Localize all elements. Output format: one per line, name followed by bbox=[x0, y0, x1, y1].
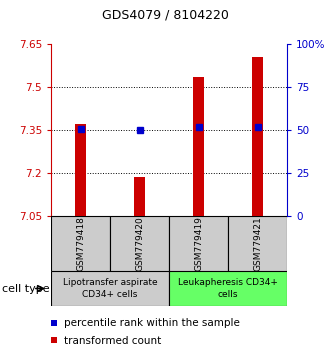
Text: GSM779419: GSM779419 bbox=[194, 216, 203, 271]
Bar bbox=[51, 271, 169, 306]
Bar bbox=[169, 271, 287, 306]
Text: Lipotransfer aspirate
CD34+ cells: Lipotransfer aspirate CD34+ cells bbox=[63, 279, 157, 298]
Bar bbox=[75, 124, 86, 216]
Text: percentile rank within the sample: percentile rank within the sample bbox=[64, 318, 240, 328]
Text: GDS4079 / 8104220: GDS4079 / 8104220 bbox=[102, 9, 228, 22]
Bar bbox=[169, 216, 228, 271]
Text: GSM779418: GSM779418 bbox=[76, 216, 85, 271]
Bar bbox=[193, 77, 204, 216]
Text: GSM779420: GSM779420 bbox=[135, 216, 144, 271]
Bar bbox=[228, 216, 287, 271]
Bar bbox=[134, 177, 145, 216]
Text: GSM779421: GSM779421 bbox=[253, 216, 262, 271]
Text: cell type: cell type bbox=[2, 284, 49, 293]
Bar bbox=[51, 216, 110, 271]
Bar bbox=[252, 57, 263, 216]
Bar bbox=[110, 216, 169, 271]
Text: transformed count: transformed count bbox=[64, 336, 162, 346]
Text: Leukapheresis CD34+
cells: Leukapheresis CD34+ cells bbox=[178, 279, 278, 298]
